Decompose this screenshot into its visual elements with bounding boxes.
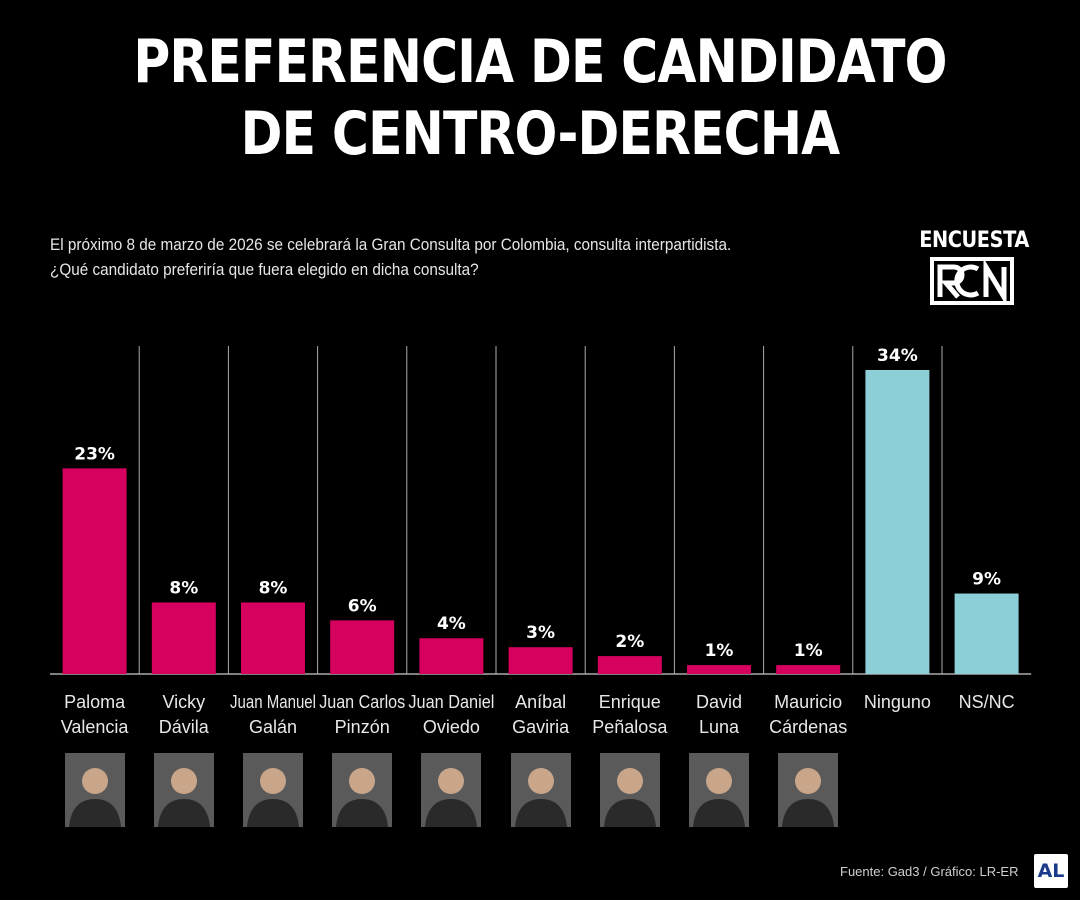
- candidate-photo: [153, 753, 214, 827]
- al-logo-badge: AL: [1034, 854, 1068, 888]
- rcn-logo-icon: [930, 257, 1014, 307]
- data-label: 8%: [169, 578, 198, 598]
- tick-label: Juan Manuel: [230, 692, 316, 712]
- data-label: 23%: [74, 444, 115, 464]
- candidate-photo: [421, 753, 482, 827]
- portrait-icon: [243, 753, 303, 827]
- data-label: 9%: [972, 570, 1001, 590]
- data-label: 6%: [348, 596, 377, 616]
- data-label: 4%: [437, 614, 466, 634]
- tick-label: Galán: [249, 717, 297, 737]
- candidate-photo: [64, 753, 125, 827]
- data-label: 3%: [526, 623, 555, 643]
- subtitle-line-2: ¿Qué candidato preferiría que fuera eleg…: [50, 260, 479, 279]
- tick-label: Juan Daniel: [408, 692, 494, 712]
- tick-label: Oviedo: [423, 717, 480, 737]
- subtitle-line-1: El próximo 8 de marzo de 2026 se celebra…: [50, 235, 732, 254]
- bar: [330, 620, 395, 674]
- portrait-icon: [421, 753, 482, 827]
- data-label: 2%: [615, 632, 644, 652]
- tick-label: Enrique: [599, 692, 661, 712]
- data-label: 1%: [794, 641, 823, 661]
- tick-label: Juan Carlos: [319, 692, 405, 712]
- bar: [419, 638, 484, 674]
- bar: [151, 602, 216, 674]
- candidate-photo: [778, 753, 839, 827]
- tick-label: Peñalosa: [592, 717, 668, 737]
- candidate-photo: [599, 753, 660, 827]
- portrait-icon: [332, 753, 393, 827]
- bar: [865, 370, 930, 674]
- bar: [241, 602, 305, 674]
- encuesta-rcn-logo: ENCUESTA: [912, 228, 1032, 310]
- candidate-photo: [243, 753, 303, 827]
- data-label: 1%: [705, 641, 734, 661]
- bar: [62, 468, 127, 674]
- portrait-icon: [689, 753, 749, 827]
- tick-label: Aníbal: [515, 692, 566, 712]
- tick-label: Valencia: [61, 717, 130, 737]
- tick-label: Vicky: [162, 692, 205, 712]
- tick-label: David: [696, 692, 742, 712]
- bar: [687, 665, 751, 674]
- portrait-icon: [778, 753, 839, 827]
- title-line-1: PREFERENCIA DE CANDIDATO: [133, 27, 947, 97]
- tick-label: Pinzón: [335, 717, 390, 737]
- portrait-icon: [510, 753, 571, 827]
- tick-label: Luna: [699, 717, 740, 737]
- source-note: Fuente: Gad3 / Gráfico: LR-ER: [840, 864, 1019, 879]
- portrait-icon: [153, 753, 214, 827]
- data-label: 8%: [259, 578, 288, 598]
- tick-label: NS/NC: [959, 692, 1015, 712]
- chart-subtitle: El próximo 8 de marzo de 2026 se celebra…: [50, 232, 734, 282]
- tick-label: Ninguno: [864, 692, 931, 712]
- bar: [508, 647, 573, 674]
- tick-label: Gaviria: [512, 717, 570, 737]
- candidate-photo: [332, 753, 393, 827]
- title-line-2: DE CENTRO-DERECHA: [240, 99, 841, 169]
- candidate-photo: [689, 753, 749, 827]
- bar: [954, 593, 1019, 674]
- tick-label: Mauricio: [774, 692, 842, 712]
- logo-label: ENCUESTA: [919, 228, 1029, 253]
- bar: [776, 665, 841, 674]
- data-label: 34%: [877, 346, 918, 366]
- bar: [597, 656, 662, 674]
- tick-label: Paloma: [64, 692, 126, 712]
- chart-title: PREFERENCIA DE CANDIDATO DE CENTRO-DEREC…: [86, 26, 993, 170]
- candidate-photo: [510, 753, 571, 827]
- tick-label: Dávila: [159, 717, 210, 737]
- tick-label: Cárdenas: [769, 717, 847, 737]
- portrait-icon: [599, 753, 660, 827]
- bar-chart: 23% Paloma Valencia 8% Vicky Dávila 8% Juan Man…: [50, 346, 1032, 737]
- portrait-icon: [64, 753, 125, 827]
